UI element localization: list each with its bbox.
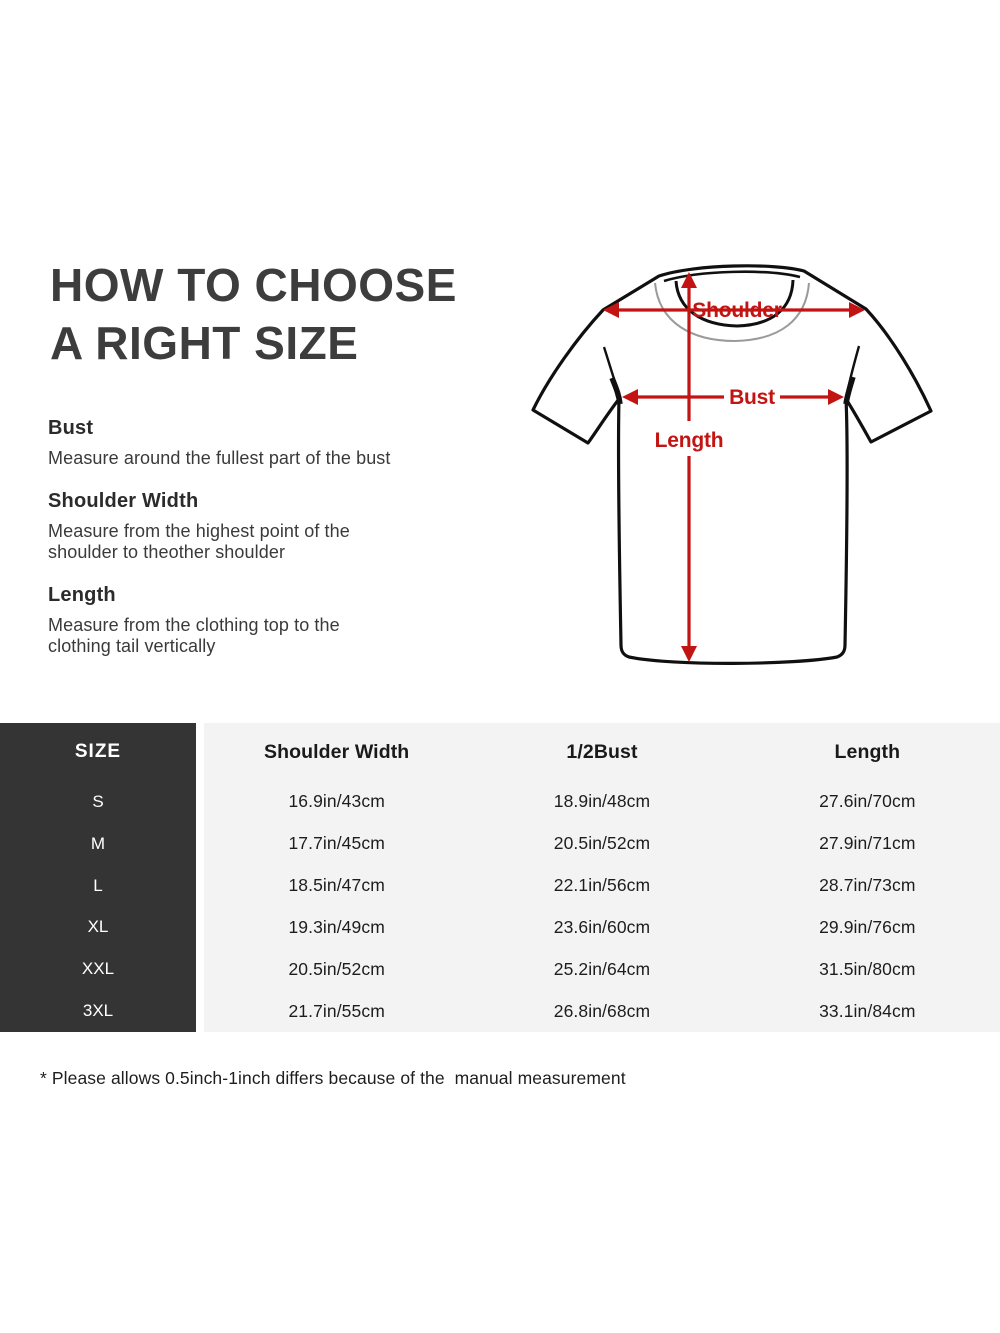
cell-length: 27.6in/70cm <box>819 791 916 812</box>
cell-bust: 26.8in/68cm <box>553 1000 651 1021</box>
tshirt-measurement-diagram: Shoulder Bust Length <box>490 240 960 690</box>
col-header-half-bust: 1/2Bust <box>566 740 638 763</box>
table-row: 17.7in/45cm 20.5in/52cm 27.9in/71cm <box>204 823 1000 865</box>
guide-section-shoulder: Shoulder Width Measure from the highest … <box>48 490 478 563</box>
guide-section-length: Length Measure from the clothing top to … <box>48 584 478 657</box>
guide-heading: Bust <box>48 417 94 439</box>
size-label-xxl: XXL <box>81 959 115 979</box>
size-column: SIZE S M L XL XXL 3XL <box>0 723 196 1032</box>
collar-inner-opening <box>674 279 795 328</box>
cell-bust: 18.9in/48cm <box>553 791 651 812</box>
cell-bust: 25.2in/64cm <box>553 958 651 979</box>
size-label-l: L <box>93 875 103 895</box>
cell-shoulder: 17.7in/45cm <box>288 833 385 854</box>
col-header-shoulder-width: Shoulder Width <box>264 740 410 763</box>
table-row: 16.9in/43cm 18.9in/48cm 27.6in/70cm <box>204 781 1000 823</box>
shoulder-arrow <box>603 302 865 318</box>
cell-length: 27.9in/71cm <box>819 833 916 854</box>
table-row: 18.5in/47cm 22.1in/56cm 28.7in/73cm <box>204 865 1000 907</box>
size-label-s: S <box>92 791 104 811</box>
guide-body: Measure around the fullest part of the b… <box>48 448 391 468</box>
size-label-3xl: 3XL <box>82 1001 114 1021</box>
cell-bust: 23.6in/60cm <box>553 916 651 937</box>
shoulder-label: Shoulder <box>692 299 781 322</box>
collar-outer-arc <box>654 282 810 343</box>
right-armpit-shade <box>843 376 856 405</box>
table-row: 20.5in/52cm 25.2in/64cm 31.5in/80cm <box>204 948 1000 990</box>
cell-bust: 22.1in/56cm <box>553 875 651 896</box>
cell-bust: 20.5in/52cm <box>553 833 651 854</box>
cell-length: 33.1in/84cm <box>819 1000 916 1021</box>
table-row: 19.3in/49cm 23.6in/60cm 29.9in/76cm <box>204 906 1000 948</box>
cell-shoulder: 19.3in/49cm <box>288 916 385 937</box>
cell-length: 28.7in/73cm <box>819 875 916 896</box>
table-header-row: Shoulder Width 1/2Bust Length <box>204 723 1000 781</box>
size-chart-table: SIZE S M L XL XXL 3XL Shoulder Width 1/2… <box>0 723 1000 1032</box>
size-label-xl: XL <box>87 917 109 937</box>
col-header-length: Length <box>834 740 901 763</box>
left-armpit-shade <box>609 376 623 405</box>
measurement-guide: Bust Measure around the fullest part of … <box>48 417 478 678</box>
length-label: Length <box>655 429 724 452</box>
cell-shoulder: 18.5in/47cm <box>288 875 385 896</box>
tshirt-outline <box>531 264 933 665</box>
size-column-header: SIZE <box>74 741 122 762</box>
page-title: HOW TO CHOOSE A RIGHT SIZE <box>50 259 457 369</box>
bust-label: Bust <box>729 386 775 409</box>
measurement-disclaimer: * Please allows 0.5inch-1inch differs be… <box>40 1068 626 1088</box>
collar-band <box>663 270 801 283</box>
size-label-m: M <box>90 833 106 853</box>
guide-body: Measure from the highest point of the sh… <box>48 521 350 562</box>
guide-body: Measure from the clothing top to the clo… <box>48 615 340 656</box>
cell-length: 29.9in/76cm <box>819 916 916 937</box>
guide-section-bust: Bust Measure around the fullest part of … <box>48 417 478 469</box>
length-arrow <box>681 272 697 662</box>
table-row: 21.7in/55cm 26.8in/68cm 33.1in/84cm <box>204 990 1000 1032</box>
bust-arrow <box>622 389 844 405</box>
measurements-columns: Shoulder Width 1/2Bust Length 16.9in/43c… <box>204 723 1000 1032</box>
guide-heading: Length <box>48 584 116 606</box>
cell-shoulder: 20.5in/52cm <box>288 958 385 979</box>
cell-shoulder: 16.9in/43cm <box>288 791 385 812</box>
cell-shoulder: 21.7in/55cm <box>288 1000 385 1021</box>
cell-length: 31.5in/80cm <box>819 958 916 979</box>
guide-heading: Shoulder Width <box>48 490 199 512</box>
